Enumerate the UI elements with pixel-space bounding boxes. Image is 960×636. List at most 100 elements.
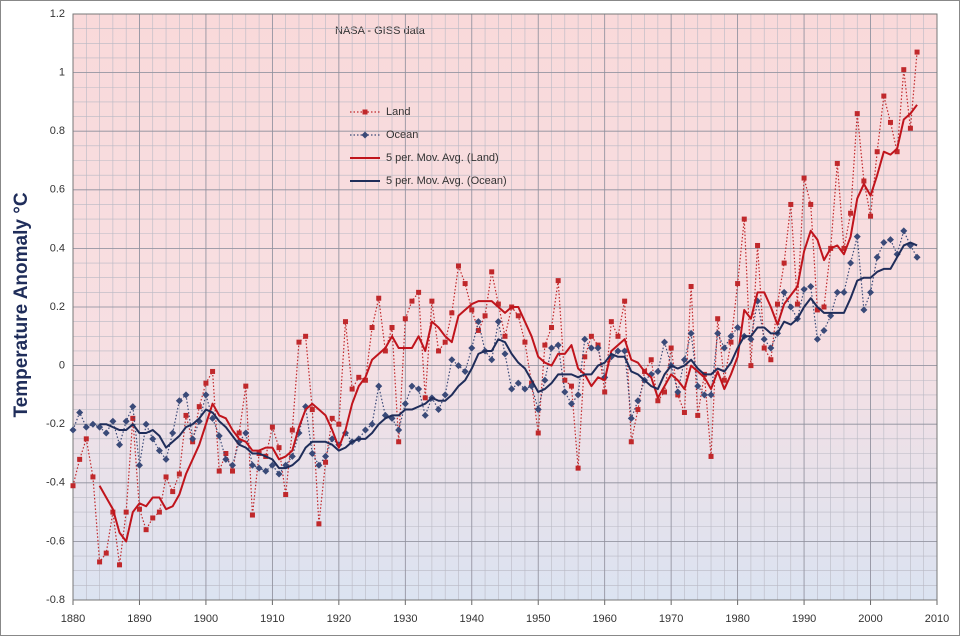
data-point bbox=[881, 93, 887, 99]
data-point bbox=[800, 285, 808, 293]
data-point bbox=[735, 281, 741, 287]
data-point bbox=[541, 376, 549, 384]
legend-label: 5 per. Mov. Avg. (Land) bbox=[386, 152, 499, 164]
data-point bbox=[894, 149, 900, 155]
data-point bbox=[741, 216, 747, 222]
y-axis-label: Temperature Anomaly °C bbox=[11, 192, 32, 417]
data-point bbox=[229, 461, 237, 469]
data-point bbox=[117, 562, 123, 568]
data-point bbox=[841, 245, 847, 251]
data-point bbox=[568, 383, 574, 389]
data-point bbox=[821, 304, 827, 310]
data-point bbox=[688, 283, 694, 289]
data-point bbox=[449, 310, 455, 316]
data-point bbox=[508, 385, 516, 393]
data-point bbox=[848, 210, 854, 216]
data-point bbox=[395, 426, 403, 434]
data-point bbox=[97, 559, 103, 565]
data-point bbox=[408, 382, 416, 390]
data-point bbox=[780, 288, 788, 296]
legend-label: Ocean bbox=[386, 129, 418, 141]
data-point bbox=[914, 49, 920, 55]
y-tick-label: 1 bbox=[59, 67, 65, 79]
data-point bbox=[315, 461, 323, 469]
data-point bbox=[781, 260, 787, 266]
data-point bbox=[76, 408, 84, 416]
data-point bbox=[223, 451, 229, 456]
data-point bbox=[834, 160, 840, 166]
data-point bbox=[409, 298, 415, 304]
x-tick-label: 1920 bbox=[327, 613, 351, 625]
data-point bbox=[316, 521, 322, 527]
data-point bbox=[356, 374, 362, 380]
y-tick-label: -0.2 bbox=[46, 418, 65, 430]
data-point bbox=[109, 417, 117, 425]
plot-border bbox=[72, 13, 938, 601]
data-point bbox=[210, 368, 216, 374]
data-point bbox=[801, 175, 807, 181]
x-tick-label: 1990 bbox=[792, 613, 816, 625]
data-point bbox=[549, 325, 555, 331]
data-point bbox=[774, 301, 780, 307]
data-point bbox=[727, 332, 735, 340]
data-point bbox=[389, 325, 395, 331]
x-tick-label: 1970 bbox=[659, 613, 683, 625]
data-point bbox=[236, 430, 242, 436]
legend-label: Land bbox=[386, 106, 410, 118]
data-point bbox=[761, 345, 767, 351]
legend-marker bbox=[361, 131, 369, 139]
data-point bbox=[149, 435, 157, 443]
y-tick-label: 1.2 bbox=[50, 8, 65, 20]
data-point bbox=[249, 512, 255, 518]
data-point bbox=[230, 468, 236, 474]
data-point bbox=[694, 382, 702, 390]
data-point bbox=[788, 201, 794, 207]
data-point bbox=[303, 333, 309, 339]
data-point bbox=[655, 398, 661, 404]
x-tick-label: 1960 bbox=[592, 613, 616, 625]
data-point bbox=[203, 380, 209, 386]
data-point bbox=[794, 301, 800, 307]
data-point bbox=[468, 344, 476, 352]
data-point bbox=[748, 363, 754, 369]
data-point bbox=[170, 489, 176, 495]
data-point bbox=[362, 377, 368, 383]
data-point bbox=[567, 400, 575, 408]
annotation: NASA - GISS data bbox=[335, 25, 426, 37]
data-point bbox=[681, 409, 687, 415]
data-point bbox=[475, 327, 481, 333]
data-point bbox=[156, 509, 162, 515]
data-point bbox=[422, 395, 428, 401]
data-point bbox=[189, 435, 197, 443]
data-point bbox=[833, 288, 841, 296]
data-point bbox=[608, 319, 614, 325]
data-point bbox=[900, 227, 908, 235]
x-tick-label: 1980 bbox=[725, 613, 749, 625]
data-point bbox=[175, 397, 183, 405]
data-point bbox=[415, 385, 423, 393]
data-point bbox=[594, 344, 602, 352]
data-point bbox=[535, 430, 541, 436]
data-point bbox=[436, 348, 442, 354]
data-point bbox=[561, 388, 569, 396]
data-point bbox=[575, 465, 581, 471]
data-point bbox=[243, 383, 249, 389]
data-point bbox=[887, 119, 893, 125]
data-point bbox=[628, 439, 634, 445]
data-point bbox=[215, 432, 223, 440]
data-point bbox=[534, 406, 542, 414]
data-point bbox=[767, 344, 775, 352]
series-line bbox=[99, 241, 918, 470]
data-point bbox=[668, 345, 674, 351]
data-point bbox=[248, 461, 256, 469]
data-point bbox=[687, 329, 695, 337]
x-tick-label: 1930 bbox=[393, 613, 417, 625]
data-point bbox=[827, 312, 835, 320]
data-point bbox=[514, 379, 522, 387]
data-point bbox=[90, 474, 96, 480]
data-point bbox=[588, 333, 594, 339]
data-point bbox=[369, 325, 375, 331]
data-point bbox=[202, 391, 210, 399]
data-point bbox=[296, 339, 302, 345]
